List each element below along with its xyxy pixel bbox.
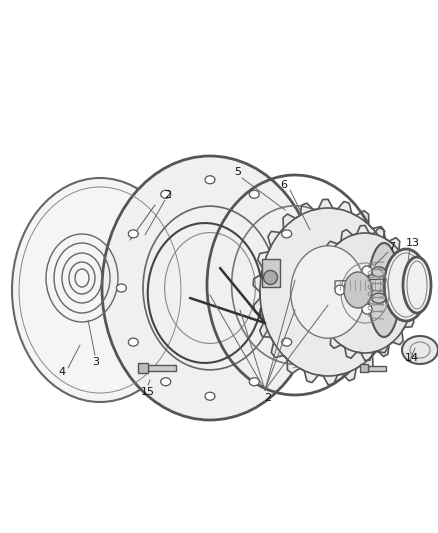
FancyBboxPatch shape xyxy=(148,365,176,371)
Ellipse shape xyxy=(290,246,364,338)
Ellipse shape xyxy=(128,338,138,346)
Text: 3: 3 xyxy=(92,357,99,367)
Ellipse shape xyxy=(205,176,215,184)
Ellipse shape xyxy=(102,156,317,420)
Ellipse shape xyxy=(249,378,259,386)
Text: −: − xyxy=(291,364,298,373)
Ellipse shape xyxy=(334,285,344,295)
Ellipse shape xyxy=(383,249,427,321)
Ellipse shape xyxy=(402,257,430,313)
Ellipse shape xyxy=(281,338,291,346)
Ellipse shape xyxy=(116,284,126,292)
Polygon shape xyxy=(253,199,402,385)
Ellipse shape xyxy=(128,230,138,238)
Ellipse shape xyxy=(316,233,412,353)
FancyBboxPatch shape xyxy=(359,364,367,372)
Text: 6: 6 xyxy=(280,180,287,190)
FancyBboxPatch shape xyxy=(367,366,385,371)
Ellipse shape xyxy=(281,230,291,238)
Text: 7: 7 xyxy=(388,242,395,252)
Ellipse shape xyxy=(361,266,371,276)
Text: 2: 2 xyxy=(264,393,271,403)
FancyBboxPatch shape xyxy=(261,259,279,287)
Ellipse shape xyxy=(293,284,303,292)
Polygon shape xyxy=(334,279,384,291)
Ellipse shape xyxy=(371,267,385,277)
Ellipse shape xyxy=(160,190,170,198)
Polygon shape xyxy=(311,225,418,360)
Text: 5: 5 xyxy=(234,167,241,177)
Ellipse shape xyxy=(249,190,259,198)
Text: 15: 15 xyxy=(141,387,155,397)
Ellipse shape xyxy=(160,378,170,386)
Ellipse shape xyxy=(259,208,395,376)
Text: 13: 13 xyxy=(405,238,419,248)
Ellipse shape xyxy=(12,178,187,402)
FancyBboxPatch shape xyxy=(328,240,386,341)
FancyBboxPatch shape xyxy=(138,363,148,373)
Ellipse shape xyxy=(263,270,277,285)
Ellipse shape xyxy=(343,272,371,308)
Text: 4: 4 xyxy=(58,367,65,377)
Ellipse shape xyxy=(361,304,371,314)
Ellipse shape xyxy=(367,243,399,337)
Text: 14: 14 xyxy=(404,353,418,363)
Text: 2: 2 xyxy=(164,190,171,200)
Ellipse shape xyxy=(371,293,385,303)
Ellipse shape xyxy=(205,392,215,400)
Ellipse shape xyxy=(401,336,437,364)
